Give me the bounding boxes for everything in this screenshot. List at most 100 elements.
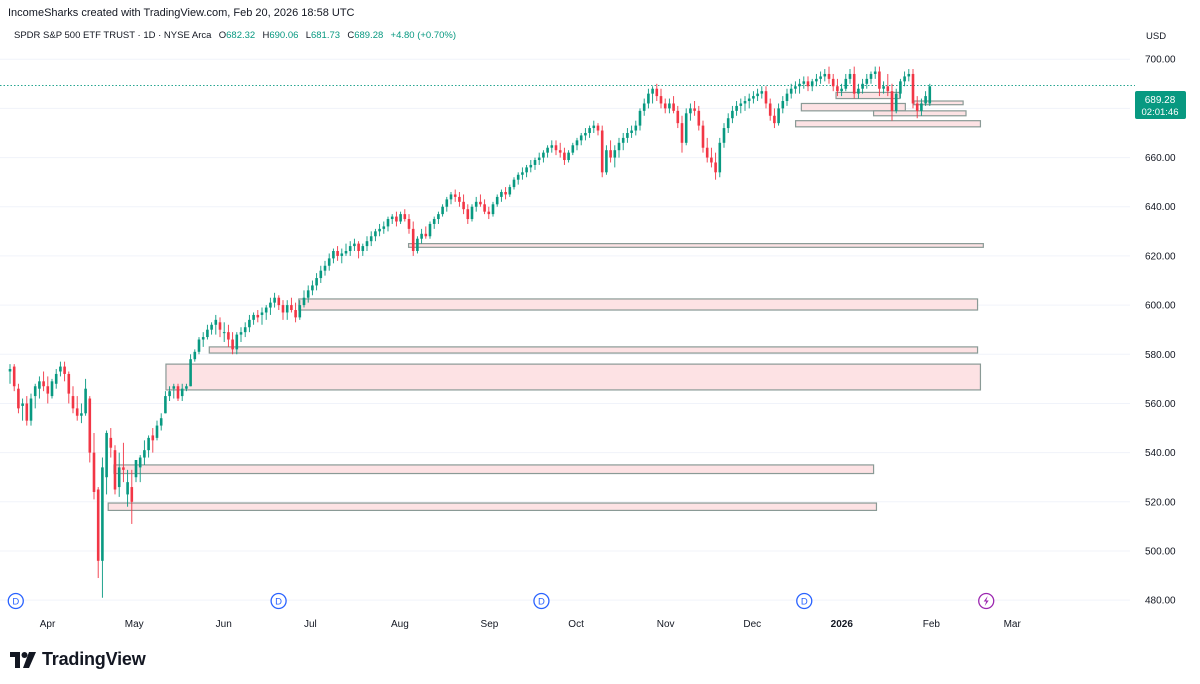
candle bbox=[88, 396, 92, 463]
candle bbox=[306, 285, 310, 303]
candle-body bbox=[281, 305, 285, 313]
candle-body bbox=[739, 103, 743, 106]
candle-body bbox=[672, 103, 675, 111]
candle-body bbox=[382, 226, 386, 229]
candle bbox=[63, 361, 66, 382]
candle-body bbox=[668, 103, 671, 109]
dividend-marker[interactable]: D bbox=[7, 592, 24, 610]
dividend-marker-circle bbox=[533, 592, 550, 610]
candle bbox=[29, 393, 33, 426]
time-axis[interactable]: Apr May Jun Jul Aug Sep Oct Nov Dec 2026 Feb Mar bbox=[40, 619, 1022, 630]
candle bbox=[563, 147, 566, 165]
candle bbox=[323, 260, 327, 276]
candle bbox=[361, 243, 365, 256]
time-tick-label: Jul bbox=[304, 619, 317, 630]
candle bbox=[731, 105, 734, 124]
candle-body bbox=[46, 386, 50, 394]
candle-body bbox=[836, 86, 839, 92]
candle-body bbox=[546, 147, 549, 153]
candle-body bbox=[172, 386, 176, 389]
candle-body bbox=[311, 285, 314, 291]
candle-body bbox=[815, 78, 818, 82]
ohlc-low-value: 681.73 bbox=[310, 30, 341, 41]
dividend-marker[interactable]: D bbox=[796, 592, 813, 610]
candle-body bbox=[12, 366, 16, 387]
candle bbox=[382, 221, 386, 234]
candle bbox=[638, 108, 642, 131]
candle bbox=[924, 91, 927, 106]
candle bbox=[281, 300, 285, 320]
time-tick-label: Mar bbox=[1004, 619, 1022, 630]
ohlc-open-value: 682.32 bbox=[226, 30, 256, 41]
candle-body bbox=[718, 142, 722, 173]
dividend-marker[interactable]: D bbox=[533, 592, 550, 610]
candle-body bbox=[458, 196, 461, 202]
price-axis[interactable]: 480.00 500.00 520.00 540.00 560.00 580.00 600.… bbox=[1145, 55, 1176, 607]
candle-body bbox=[840, 88, 843, 92]
ohlc-open-label: O bbox=[218, 30, 227, 41]
candle bbox=[487, 206, 491, 220]
candle bbox=[340, 248, 344, 264]
candle bbox=[848, 69, 852, 84]
dividend-marker-label: D bbox=[275, 597, 282, 608]
candle-body bbox=[8, 369, 12, 372]
candle-body bbox=[731, 110, 734, 119]
candle-body bbox=[500, 191, 503, 197]
candle bbox=[760, 86, 764, 99]
candle bbox=[537, 152, 541, 165]
candle bbox=[869, 71, 873, 84]
candle-body bbox=[273, 297, 276, 303]
candle-body bbox=[689, 108, 692, 114]
candle bbox=[491, 201, 495, 217]
candle bbox=[143, 440, 146, 465]
candle bbox=[449, 191, 453, 205]
dividend-marker[interactable]: D bbox=[270, 592, 287, 610]
zone-boxes bbox=[107, 91, 984, 512]
candle-body bbox=[756, 93, 759, 97]
candle-body bbox=[159, 418, 163, 426]
candle bbox=[479, 194, 482, 207]
candle-body bbox=[743, 101, 747, 104]
candle-body bbox=[96, 489, 100, 561]
candle bbox=[899, 78, 902, 99]
candle bbox=[348, 241, 352, 256]
earnings-event-icon[interactable] bbox=[978, 592, 995, 610]
candle-body bbox=[617, 142, 621, 151]
candle-body bbox=[180, 388, 184, 397]
candle-body bbox=[768, 103, 772, 116]
tradingview-logo[interactable]: TradingView bbox=[10, 649, 146, 670]
candle bbox=[269, 297, 272, 315]
price-badge: 689.28 02:01:46 bbox=[1135, 91, 1186, 119]
candle-body bbox=[101, 467, 104, 561]
candle bbox=[894, 88, 898, 114]
candle bbox=[130, 469, 134, 524]
time-tick-label: May bbox=[125, 619, 144, 630]
time-tick-label: Feb bbox=[923, 619, 941, 630]
candle bbox=[21, 398, 24, 421]
candle-body bbox=[630, 130, 633, 133]
price-tick-label: 620.00 bbox=[1145, 251, 1176, 262]
candle-body bbox=[222, 332, 226, 334]
candle bbox=[151, 428, 155, 453]
candle-body bbox=[878, 71, 881, 89]
candle-body bbox=[248, 319, 251, 328]
candle bbox=[227, 324, 230, 347]
candle-body bbox=[17, 388, 20, 409]
candle bbox=[794, 81, 797, 94]
candle bbox=[500, 189, 503, 202]
candle-body bbox=[462, 201, 465, 210]
price-tick-label: 520.00 bbox=[1145, 497, 1176, 508]
candle-body bbox=[378, 228, 381, 232]
candle bbox=[798, 78, 801, 94]
candle bbox=[474, 196, 478, 212]
candle-body bbox=[621, 137, 625, 143]
candle-body bbox=[84, 388, 87, 414]
candle bbox=[920, 98, 923, 116]
candle bbox=[8, 364, 12, 384]
candle bbox=[189, 354, 192, 387]
price-tick-label: 500.00 bbox=[1145, 546, 1176, 557]
candle bbox=[365, 236, 369, 252]
candle-body bbox=[336, 251, 339, 256]
candle-body bbox=[915, 103, 919, 111]
